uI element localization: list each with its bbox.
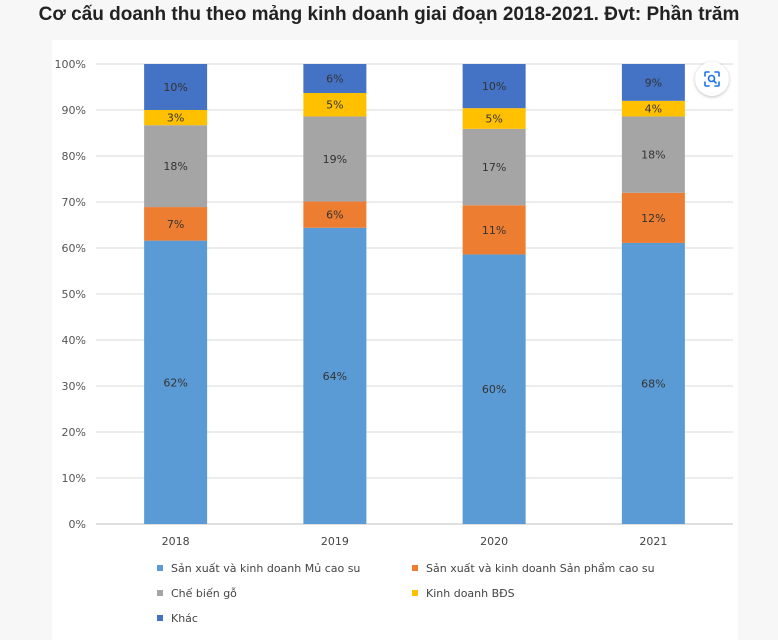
legend-label: Khác bbox=[171, 611, 198, 625]
bar-segment bbox=[303, 227, 367, 524]
legend-item: Sản xuất và kinh doanh Sản phẩm cao su bbox=[412, 560, 712, 576]
legend-label: Sản xuất và kinh doanh Sản phẩm cao su bbox=[426, 561, 655, 575]
legend-swatch bbox=[157, 565, 163, 571]
y-tick-label: 70% bbox=[62, 196, 86, 209]
data-label: 12% bbox=[641, 212, 665, 225]
image-search-icon[interactable] bbox=[695, 62, 729, 96]
lens-glyph bbox=[704, 71, 720, 87]
y-tick-label: 0% bbox=[69, 518, 86, 531]
data-label: 9% bbox=[645, 76, 662, 89]
bar-segment bbox=[144, 110, 208, 126]
data-label: 62% bbox=[163, 376, 187, 389]
chart-legend: Sản xuất và kinh doanh Mủ cao su Sản xuất… bbox=[157, 560, 717, 626]
bar-segment bbox=[144, 64, 208, 110]
y-tick-label: 20% bbox=[62, 426, 86, 439]
x-axis-ticks: 2018 2019 2020 2021 bbox=[162, 535, 668, 548]
bar-segment bbox=[621, 192, 685, 243]
bar-segment bbox=[303, 201, 367, 228]
data-label: 10% bbox=[482, 80, 506, 93]
bar-segment bbox=[462, 108, 526, 129]
bar-segment bbox=[144, 125, 208, 208]
data-label: 18% bbox=[641, 149, 665, 162]
y-tick-label: 10% bbox=[62, 472, 86, 485]
data-label: 19% bbox=[323, 153, 347, 166]
legend-label: Sản xuất và kinh doanh Mủ cao su bbox=[171, 561, 361, 575]
legend-item: Chế biến gỗ bbox=[157, 585, 412, 601]
x-tick-label: 2020 bbox=[480, 535, 508, 548]
legend-swatch bbox=[412, 590, 418, 596]
bar-segment bbox=[144, 240, 208, 524]
bar-segment bbox=[621, 64, 685, 101]
data-label: 3% bbox=[167, 112, 184, 125]
data-label: 6% bbox=[326, 209, 343, 222]
y-tick-label: 90% bbox=[62, 104, 86, 117]
y-tick-label: 80% bbox=[62, 150, 86, 163]
bar-segment bbox=[462, 254, 526, 524]
y-tick-label: 100% bbox=[55, 58, 86, 71]
data-label: 5% bbox=[326, 99, 343, 112]
legend-label: Kinh doanh BĐS bbox=[426, 586, 515, 600]
data-label: 68% bbox=[641, 377, 665, 390]
legend-swatch bbox=[412, 565, 418, 571]
bar-segment bbox=[621, 116, 685, 193]
bar-segment bbox=[462, 128, 526, 206]
bar-segment bbox=[462, 64, 526, 109]
data-label: 7% bbox=[167, 218, 184, 231]
y-tick-label: 50% bbox=[62, 288, 86, 301]
x-tick-label: 2018 bbox=[162, 535, 190, 548]
legend-swatch bbox=[157, 615, 163, 621]
bar-segment bbox=[303, 92, 367, 117]
chart-title: Cơ cấu doanh thu theo mảng kinh doanh gi… bbox=[38, 4, 740, 25]
data-label: 10% bbox=[163, 81, 187, 94]
data-label: 17% bbox=[482, 161, 506, 174]
legend-item: Kinh doanh BĐS bbox=[412, 585, 712, 601]
data-label: 11% bbox=[482, 224, 506, 237]
data-label: 4% bbox=[645, 103, 662, 116]
bar-segment bbox=[462, 205, 526, 255]
legend-item: Khác bbox=[157, 610, 412, 626]
bars: 62% 7% 18% 3% 10% 64% 6% 19% 5% 6% 60% 11% 17% 5% 10% 6… bbox=[144, 64, 685, 524]
data-label: 64% bbox=[323, 370, 347, 383]
bar-segment bbox=[303, 64, 367, 93]
data-label: 5% bbox=[485, 113, 502, 126]
y-tick-label: 40% bbox=[62, 334, 86, 347]
bar-segment bbox=[144, 207, 208, 241]
legend-swatch bbox=[157, 590, 163, 596]
bar-segment bbox=[621, 242, 685, 524]
legend-item: Sản xuất và kinh doanh Mủ cao su bbox=[157, 560, 412, 576]
y-tick-label: 30% bbox=[62, 380, 86, 393]
x-tick-label: 2021 bbox=[639, 535, 667, 548]
bar-segment bbox=[303, 116, 367, 202]
data-label: 6% bbox=[326, 72, 343, 85]
y-axis-ticks: 0% 10% 20% 30% 40% 50% 60% 70% 80% 90% 100% bbox=[55, 58, 86, 531]
data-label: 18% bbox=[163, 160, 187, 173]
y-tick-label: 60% bbox=[62, 242, 86, 255]
data-label: 60% bbox=[482, 383, 506, 396]
legend-label: Chế biến gỗ bbox=[171, 586, 237, 600]
bar-segment bbox=[621, 100, 685, 117]
x-tick-label: 2019 bbox=[321, 535, 349, 548]
